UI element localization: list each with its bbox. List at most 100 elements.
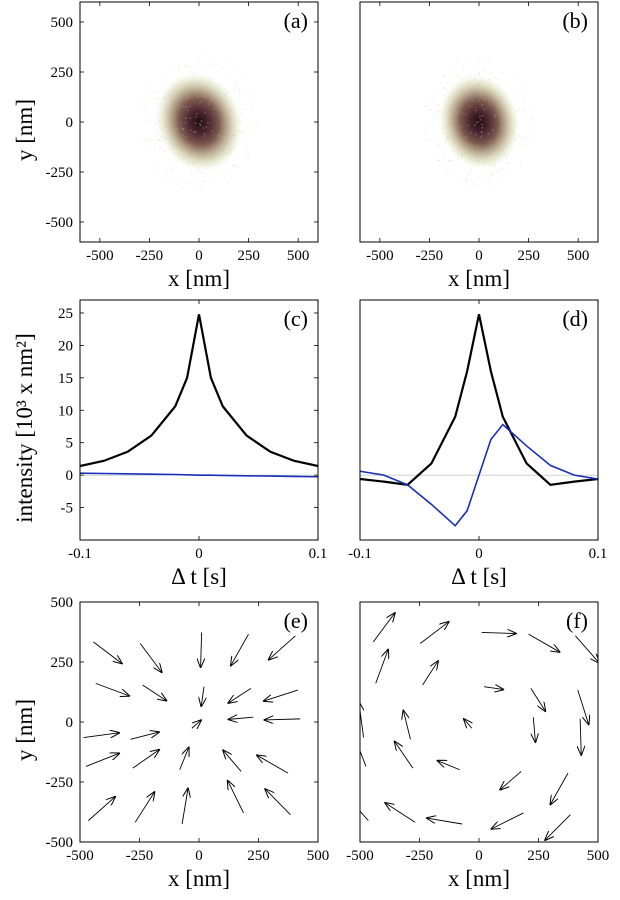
noise-dot <box>531 117 534 119</box>
vector-arrow <box>191 720 201 728</box>
noise-dot <box>163 96 166 98</box>
noise-dot <box>196 113 198 115</box>
x-tick-label: 0 <box>475 546 483 562</box>
noise-dot <box>496 138 499 140</box>
noise-dot <box>199 53 202 56</box>
x-axis-label: x [nm] <box>168 866 230 891</box>
noise-dot <box>524 137 527 139</box>
noise-dot <box>494 97 496 99</box>
vector-arrow <box>483 687 503 690</box>
noise-dot <box>502 127 505 129</box>
panel-d: -0.1 0 0.1 Δ t [s] (d) <box>348 299 607 589</box>
noise-dot <box>155 112 158 115</box>
noise-dot <box>457 157 460 159</box>
vector-arrow <box>229 717 254 719</box>
noise-dot <box>217 134 220 136</box>
noise-dot <box>226 182 228 184</box>
noise-dot <box>237 121 240 123</box>
noise-dot <box>207 63 210 66</box>
noise-dot <box>176 183 179 186</box>
vector-arrow <box>132 750 159 769</box>
noise-dot <box>481 70 484 72</box>
vector-arrow <box>228 688 252 703</box>
noise-dot <box>516 110 518 113</box>
y-tick-label: 500 <box>51 15 74 31</box>
noise-dot <box>498 119 501 122</box>
noise-dot <box>456 100 458 103</box>
noise-dot <box>203 96 206 98</box>
noise-dot <box>455 106 457 109</box>
noise-dot <box>169 128 171 131</box>
y-tick-label: -5 <box>61 501 74 517</box>
vector-arrow <box>438 761 460 771</box>
noise-dot <box>159 146 162 149</box>
noise-dot <box>482 56 485 59</box>
noise-dot <box>461 154 463 157</box>
noise-dot <box>231 165 234 168</box>
noise-dot <box>435 136 438 138</box>
noise-dot <box>168 94 170 96</box>
x-tick-label: -500 <box>346 848 374 864</box>
noise-dot <box>184 106 187 108</box>
noise-dot <box>488 184 490 187</box>
noise-dot <box>222 112 225 115</box>
noise-dot <box>466 178 468 180</box>
noise-dot <box>216 70 219 73</box>
noise-dot <box>505 157 507 160</box>
x-tick-label: 0.1 <box>309 546 328 562</box>
y-axis-label: y [nm] <box>12 99 37 161</box>
noise-dot <box>475 121 478 124</box>
noise-dot <box>443 153 446 156</box>
noise-dot <box>473 185 475 187</box>
axes-frame <box>79 299 319 541</box>
noise-dot <box>447 160 449 162</box>
noise-dot <box>202 127 205 129</box>
noise-dot <box>190 169 193 172</box>
noise-dot <box>169 127 172 130</box>
noise-dot <box>460 126 463 129</box>
noise-dot <box>491 179 493 182</box>
noise-dot <box>444 140 447 143</box>
noise-dot <box>169 90 171 93</box>
noise-dot <box>490 176 492 179</box>
noise-dot <box>447 96 450 98</box>
noise-dot <box>221 125 223 128</box>
noise-dot <box>171 167 174 169</box>
noise-dot <box>447 160 450 162</box>
noise-dot <box>503 63 506 65</box>
noise-dot <box>465 113 467 115</box>
y-tick-label: 0 <box>66 115 74 131</box>
noise-dot <box>164 97 167 99</box>
noise-dot <box>230 110 233 112</box>
noise-dot <box>182 105 185 108</box>
noise-dot <box>481 126 484 129</box>
noise-dot <box>170 169 172 172</box>
vector-arrow <box>422 661 438 686</box>
noise-dot <box>185 98 188 100</box>
panel-label: (d) <box>562 306 588 331</box>
noise-dot <box>532 119 534 121</box>
noise-dot <box>481 123 483 126</box>
x-tick-label: 500 <box>307 848 330 864</box>
noise-dot <box>462 65 465 68</box>
noise-dot <box>222 99 224 101</box>
noise-dot <box>226 91 229 94</box>
noise-dot <box>478 83 480 86</box>
vector-arrow <box>134 792 154 823</box>
noise-dot <box>434 115 436 118</box>
series-line-black <box>360 314 598 487</box>
noise-dot <box>479 115 481 118</box>
noise-dot <box>173 88 175 90</box>
noise-dot <box>489 104 491 107</box>
x-axis-label: x [nm] <box>448 266 510 291</box>
noise-dot <box>199 101 202 103</box>
noise-dot <box>205 184 207 187</box>
noise-dot <box>181 188 184 191</box>
vector-arrow <box>179 747 189 770</box>
noise-dot <box>484 98 486 101</box>
noise-dot <box>204 111 206 114</box>
noise-dot <box>194 163 196 165</box>
vector-arrow <box>360 702 365 738</box>
noise-dot <box>487 133 490 135</box>
noise-dot <box>484 90 487 92</box>
